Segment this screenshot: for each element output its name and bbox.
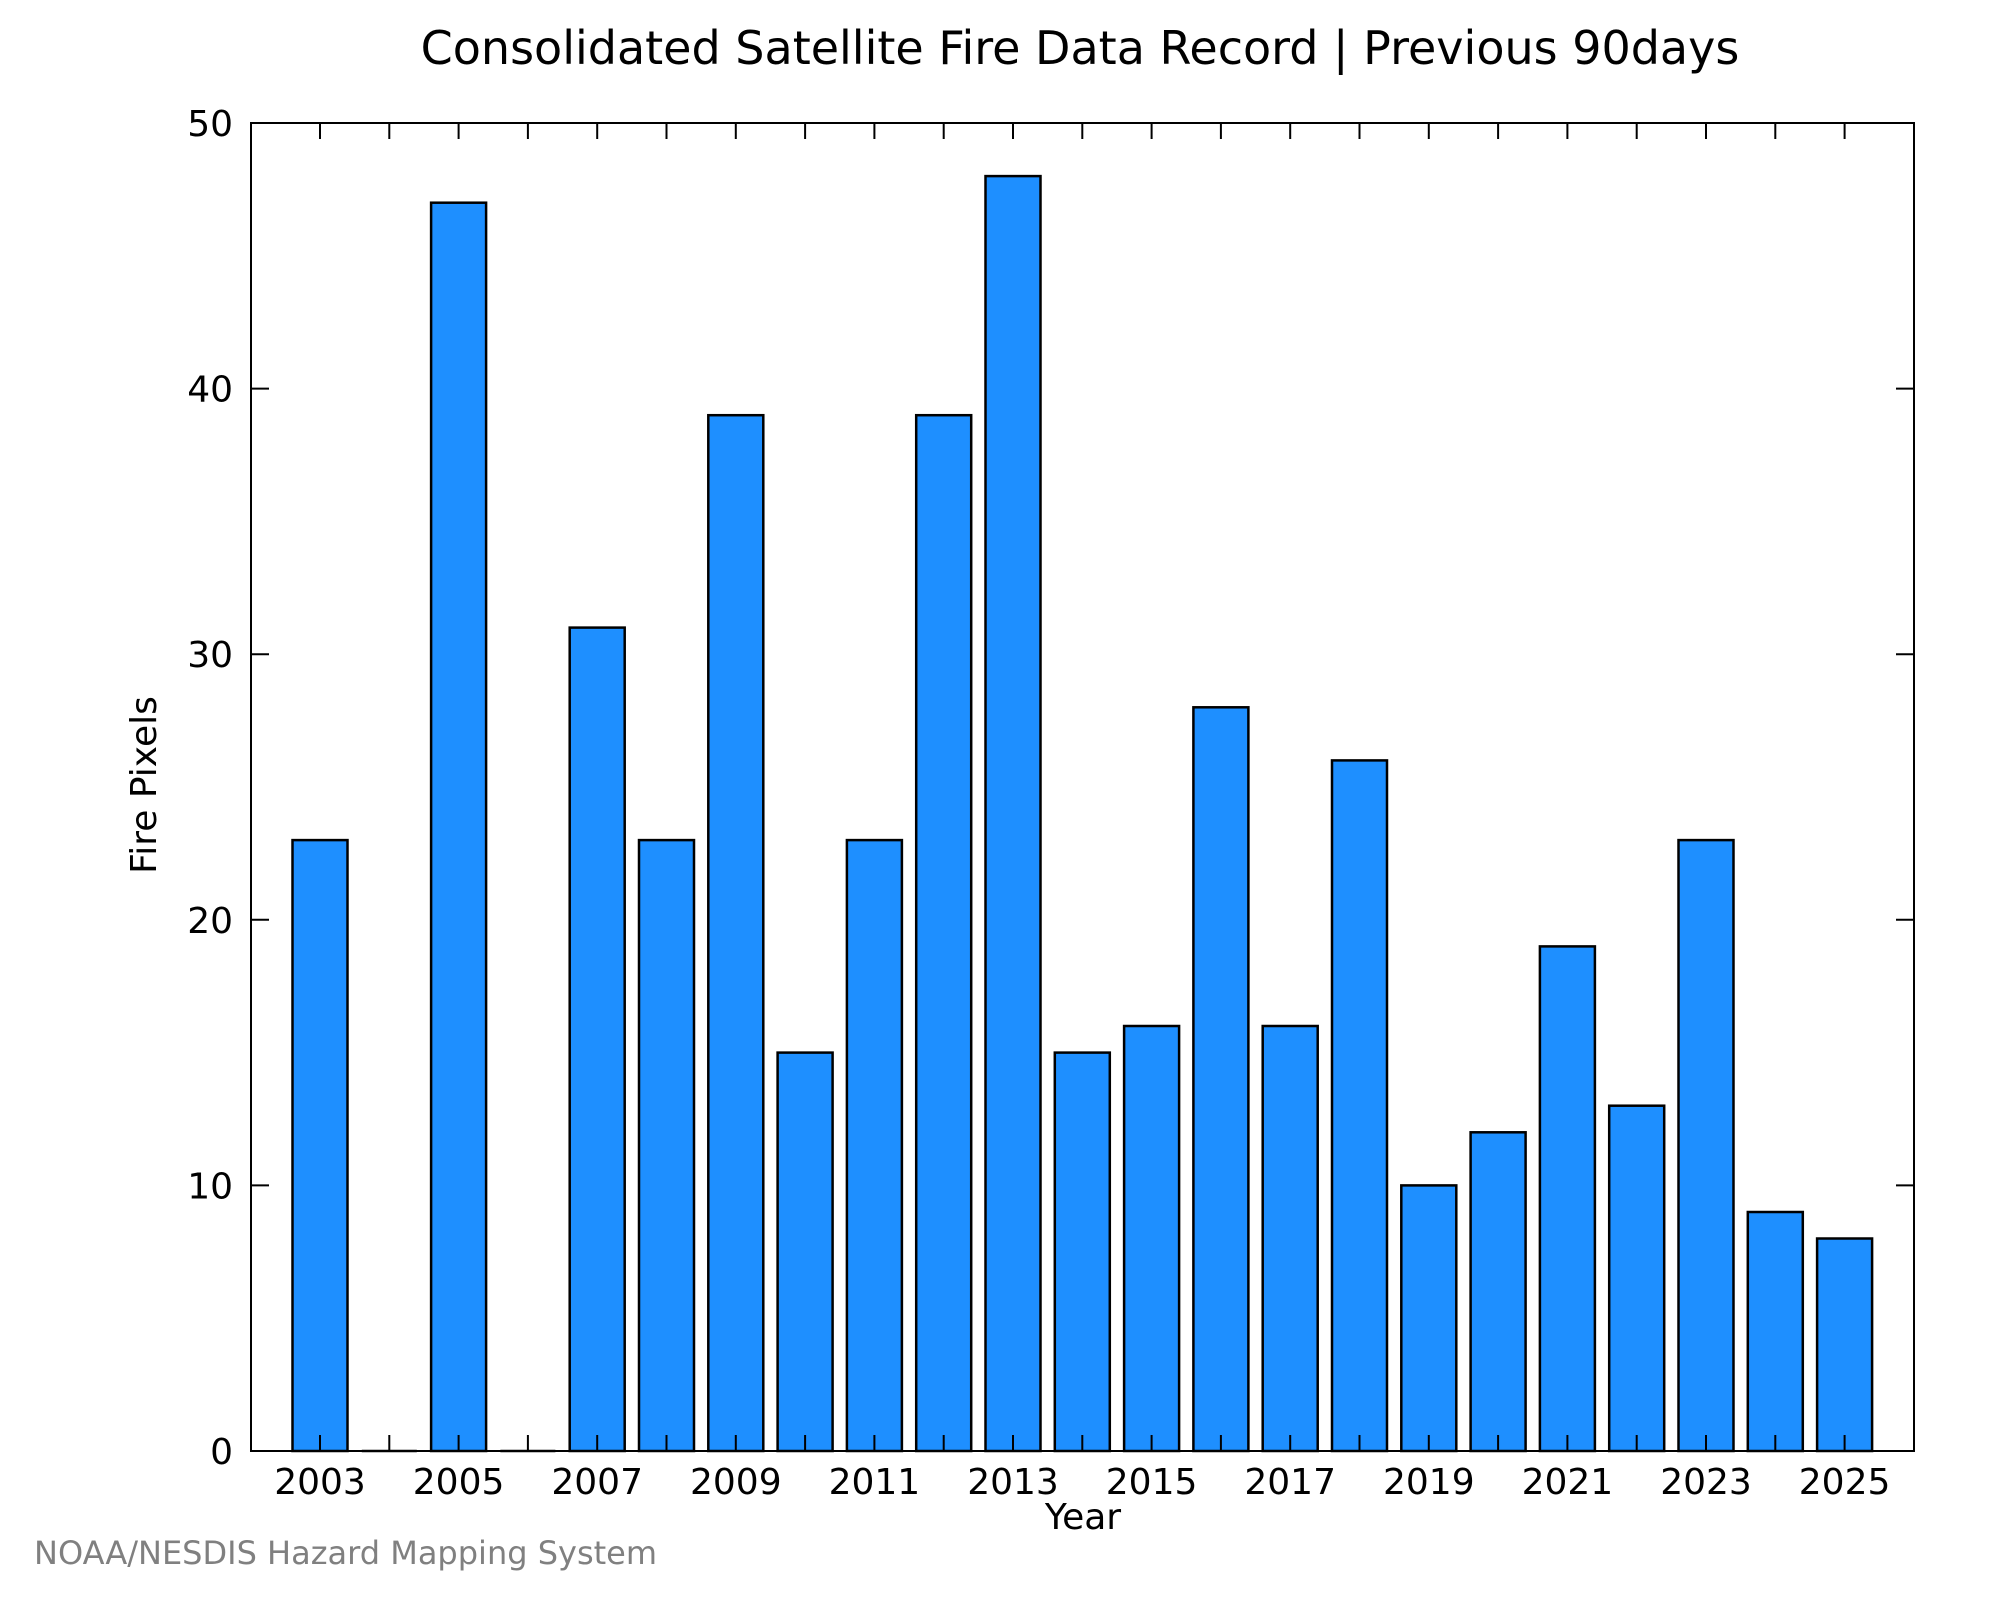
x-tick-label-2015: 2015 <box>1106 1462 1198 1503</box>
bar-2003 <box>291 838 349 1453</box>
y-tick-label-0: 0 <box>210 1432 233 1473</box>
bar-2009 <box>707 413 765 1453</box>
y-tick-label-50: 50 <box>187 104 233 145</box>
bar-2008 <box>637 838 696 1453</box>
bar-2014 <box>1053 1051 1112 1453</box>
x-tick-label-2019: 2019 <box>1383 1462 1475 1503</box>
bar-2010 <box>776 1051 834 1453</box>
x-tick-label-2013: 2013 <box>967 1462 1059 1503</box>
x-tick-label-2021: 2021 <box>1522 1462 1614 1503</box>
x-tick-label-2005: 2005 <box>413 1462 505 1503</box>
bar-2022 <box>1607 1104 1666 1453</box>
bar-2021 <box>1538 945 1597 1453</box>
y-tick-label-30: 30 <box>187 635 233 676</box>
x-tick-label-2017: 2017 <box>1244 1462 1336 1503</box>
y-tick-label-20: 20 <box>187 901 233 942</box>
bar-2018 <box>1330 759 1389 1453</box>
x-tick-label-2003: 2003 <box>274 1462 366 1503</box>
bar-2025 <box>1815 1237 1874 1453</box>
x-tick-label-2025: 2025 <box>1799 1462 1891 1503</box>
x-axis-label: Year <box>1044 1497 1121 1538</box>
x-tick-label-2011: 2011 <box>829 1462 921 1503</box>
bar-2020 <box>1469 1131 1527 1453</box>
ticks-layer: 0 10 20 30 40 50 2003 2005 2007 2009 2011 2013 2015 2… <box>187 104 1914 1503</box>
y-tick-label-10: 10 <box>187 1166 233 1207</box>
bars-layer <box>291 174 1874 1453</box>
y-axis-label: Fire Pixels <box>124 696 165 874</box>
bar-2007 <box>568 626 626 1453</box>
bar-2017 <box>1261 1024 1319 1453</box>
bar-2019 <box>1400 1184 1458 1453</box>
bar-2013 <box>984 174 1042 1453</box>
bar-2005 <box>429 201 488 1453</box>
x-tick-label-2007: 2007 <box>551 1462 643 1503</box>
bar-2011 <box>845 838 904 1453</box>
x-tick-label-2009: 2009 <box>690 1462 782 1503</box>
chart-title: Consolidated Satellite Fire Data Record … <box>421 21 1740 76</box>
bar-2024 <box>1746 1210 1805 1453</box>
y-tick-label-40: 40 <box>187 370 233 411</box>
bar-2023 <box>1677 838 1735 1453</box>
source-credit: NOAA/NESDIS Hazard Mapping System <box>34 1534 658 1572</box>
plot-frame <box>250 122 1915 1452</box>
bar-2015 <box>1122 1024 1181 1453</box>
bar-2016 <box>1192 706 1250 1453</box>
bar-2012 <box>914 413 973 1453</box>
x-tick-label-2023: 2023 <box>1660 1462 1752 1503</box>
